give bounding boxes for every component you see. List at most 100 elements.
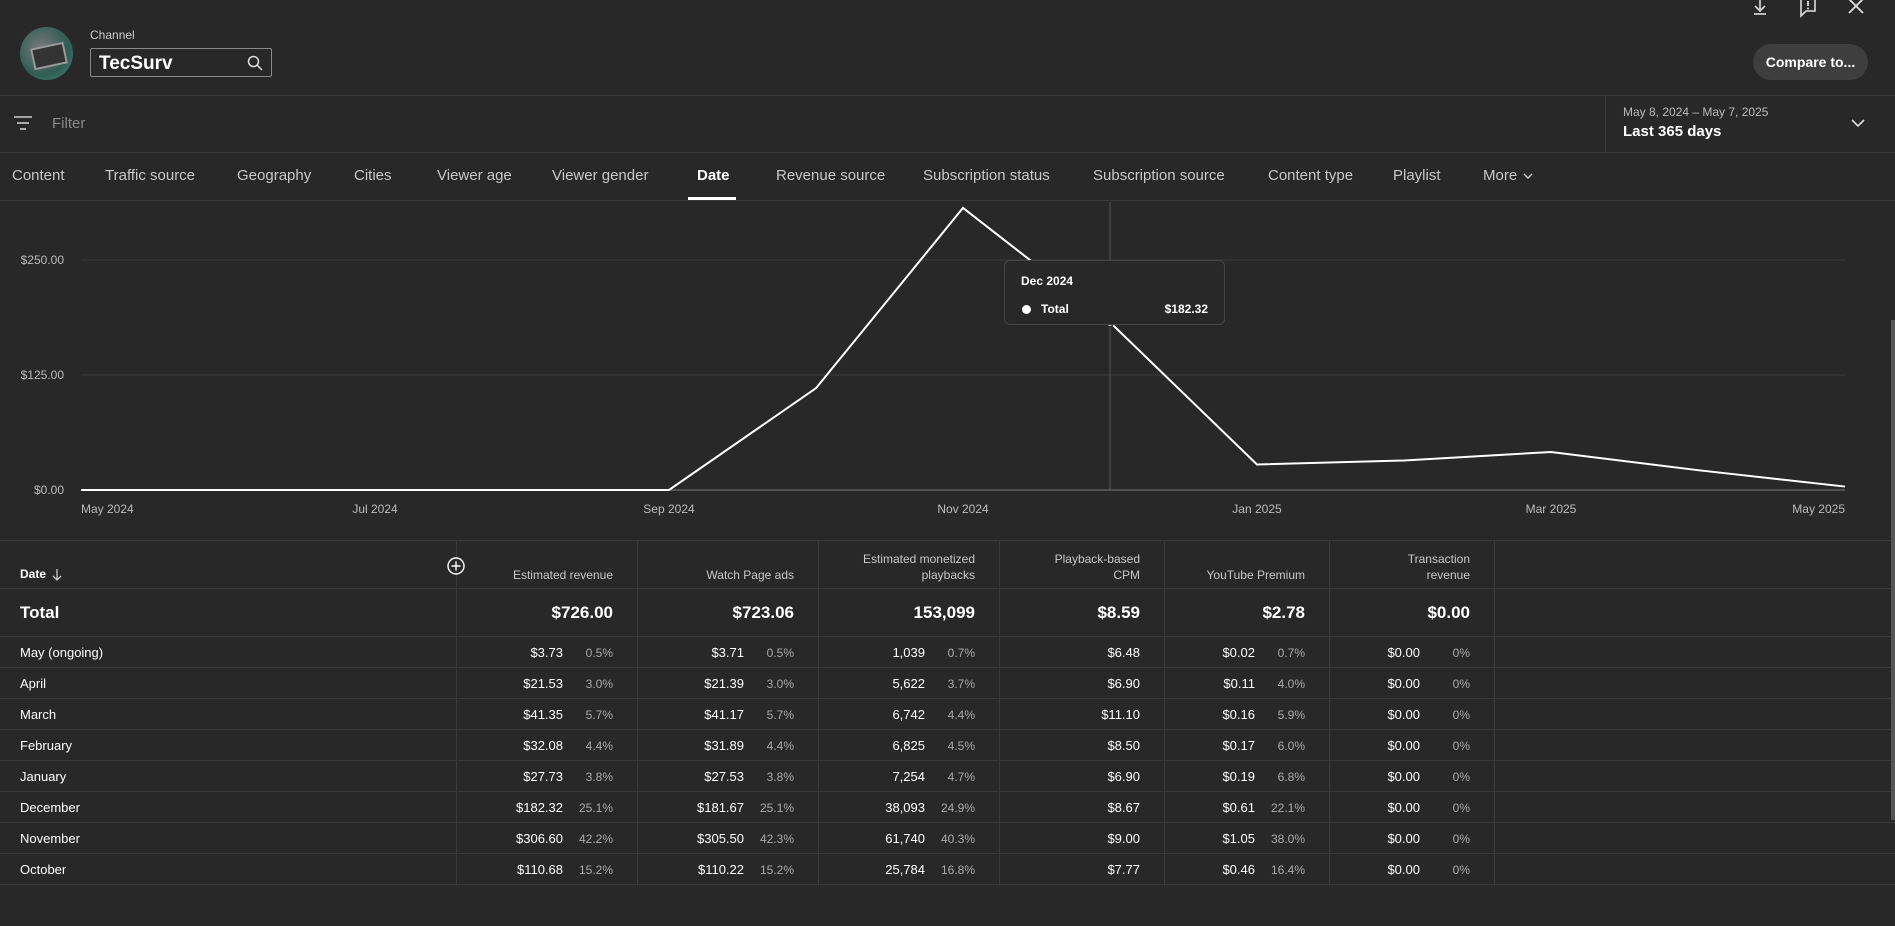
- cell-watch-page-ads: $305.50: [697, 831, 744, 846]
- cell-playback-based-cpm: $6.90: [1107, 676, 1140, 691]
- date-range-dates: May 8, 2024 – May 7, 2025: [1623, 105, 1769, 119]
- table-row[interactable]: April $21.53 3.0% $21.39 3.0% 5,622 3.7% $6.90 $…: [0, 668, 1895, 699]
- cell-percent: 0%: [1452, 646, 1470, 660]
- total-estimated-monetized-playbacks: 153,099: [913, 603, 975, 622]
- total-label: Total: [20, 603, 60, 622]
- cell-playback-based-cpm: $8.50: [1107, 738, 1140, 753]
- tab-content[interactable]: Content: [12, 167, 65, 184]
- cell-transaction-revenue: $0.00: [1387, 707, 1420, 722]
- compare-button[interactable]: Compare to...: [1753, 44, 1868, 80]
- chart-tooltip: Dec 2024 Total $182.32: [1004, 260, 1225, 325]
- total-playback-based-cpm: $8.59: [1097, 603, 1140, 622]
- cell-watch-page-ads: $27.53: [704, 769, 744, 784]
- sort-down-icon[interactable]: [52, 568, 62, 581]
- filter-icon[interactable]: [14, 116, 32, 130]
- search-icon[interactable]: [247, 55, 263, 71]
- column-header-youtube-premium[interactable]: YouTube Premium: [1207, 567, 1306, 583]
- y-tick-label: $125.00: [21, 368, 65, 382]
- cell-estimated-revenue: $32.08: [523, 738, 563, 753]
- series-line-total[interactable]: [81, 206, 1846, 491]
- column-header-transaction-revenue[interactable]: Transaction revenue: [1408, 551, 1470, 583]
- dimension-tabs: Content Traffic source Geography Cities …: [0, 153, 1895, 201]
- chevron-down-icon: [1523, 173, 1533, 180]
- cell-percent: 4.0%: [1277, 677, 1305, 691]
- column-header-playback-based-cpm[interactable]: Playback-based CPM: [1055, 551, 1140, 583]
- cell-percent: 5.7%: [766, 708, 794, 722]
- cell-youtube-premium: $0.16: [1222, 707, 1255, 722]
- tab-traffic-source[interactable]: Traffic source: [105, 167, 196, 184]
- cell-estimated-revenue: $3.73: [530, 645, 563, 660]
- cell-percent: 0.5%: [766, 646, 794, 660]
- table-row[interactable]: March $41.35 5.7% $41.17 5.7% 6,742 4.4% $11.10…: [0, 699, 1895, 730]
- tooltip-series-dot: [1022, 305, 1031, 314]
- download-icon[interactable]: [1750, 0, 1770, 18]
- tab-cities[interactable]: Cities: [354, 167, 392, 184]
- x-tick-label: Nov 2024: [937, 502, 989, 516]
- channel-selector[interactable]: TecSurv: [90, 48, 272, 77]
- x-tick-label: Mar 2025: [1526, 502, 1577, 516]
- column-divider: [456, 541, 457, 886]
- tab-revenue-source[interactable]: Revenue source: [776, 167, 886, 184]
- cell-estimated-monetized-playbacks: 1,039: [892, 645, 925, 660]
- table-row[interactable]: December $182.32 25.1% $181.67 25.1% 38,093 24…: [0, 792, 1895, 823]
- row-date-label: May (ongoing): [20, 645, 104, 660]
- column-header-line: Watch Page ads: [706, 568, 794, 582]
- tab-more[interactable]: More: [1483, 167, 1533, 184]
- chevron-down-icon: [1851, 119, 1865, 128]
- column-header-line: Estimated monetized: [862, 552, 975, 566]
- cell-youtube-premium: $0.11: [1223, 676, 1255, 691]
- filter-input[interactable]: Filter: [52, 115, 86, 132]
- column-header-watch-page-ads[interactable]: Watch Page ads: [706, 567, 794, 583]
- tab-viewer-gender[interactable]: Viewer gender: [552, 167, 649, 184]
- table-row[interactable]: May (ongoing) $3.73 0.5% $3.71 0.5% 1,039 0.7%…: [0, 637, 1895, 668]
- column-divider: [999, 541, 1000, 886]
- cell-transaction-revenue: $0.00: [1387, 769, 1420, 784]
- total-estimated-revenue: $726.00: [551, 603, 613, 622]
- tab-date[interactable]: Date: [697, 167, 730, 184]
- tab-viewer-age[interactable]: Viewer age: [437, 167, 512, 184]
- cell-percent: 15.2%: [578, 863, 613, 877]
- tab-playlist[interactable]: Playlist: [1393, 167, 1441, 184]
- revenue-line-chart[interactable]: $0.00 $125.00 $250.00 May 2024 Jul 2024 Sep 2…: [0, 202, 1895, 540]
- column-divider: [818, 541, 819, 886]
- column-divider: [1494, 541, 1495, 886]
- table-row[interactable]: October $110.68 15.2% $110.22 15.2% 25,784 16.…: [0, 854, 1895, 885]
- cell-estimated-revenue: $41.35: [523, 707, 563, 722]
- column-header-estimated-revenue[interactable]: Estimated revenue: [513, 567, 613, 583]
- cell-youtube-premium: $0.61: [1222, 800, 1255, 815]
- table-row[interactable]: January $27.73 3.8% $27.53 3.8% 7,254 4.7% $6.9…: [0, 761, 1895, 792]
- cell-watch-page-ads: $181.67: [697, 800, 744, 815]
- date-range-selector[interactable]: May 8, 2024 – May 7, 2025 Last 365 days: [1605, 96, 1895, 153]
- cell-watch-page-ads: $3.71: [711, 645, 744, 660]
- close-icon[interactable]: [1846, 0, 1866, 18]
- table-row[interactable]: November $306.60 42.2% $305.50 42.3% 61,740 40…: [0, 823, 1895, 854]
- tab-content-type[interactable]: Content type: [1268, 167, 1354, 184]
- x-tick-label: Jan 2025: [1232, 502, 1282, 516]
- cell-percent: 16.4%: [1270, 863, 1305, 877]
- cell-estimated-revenue: $21.53: [523, 676, 563, 691]
- cell-percent: 42.2%: [578, 832, 613, 846]
- tooltip-value: $182.32: [1164, 302, 1208, 316]
- date-column-header[interactable]: Date: [20, 567, 62, 581]
- tab-subscription-status[interactable]: Subscription status: [923, 167, 1050, 184]
- tab-geography[interactable]: Geography: [237, 167, 312, 184]
- table-row[interactable]: February $32.08 4.4% $31.89 4.4% 6,825 4.5% $8.…: [0, 730, 1895, 761]
- channel-avatar[interactable]: [20, 27, 73, 80]
- cell-youtube-premium: $0.19: [1222, 769, 1255, 784]
- cell-estimated-monetized-playbacks: 7,254: [892, 769, 925, 784]
- add-metric-icon[interactable]: [447, 557, 465, 575]
- data-table: Date Estimated revenue Watch Page ads Esti…: [0, 540, 1895, 886]
- cell-estimated-revenue: $110.68: [516, 862, 563, 877]
- channel-name: TecSurv: [99, 53, 173, 74]
- feedback-icon[interactable]: [1798, 0, 1818, 18]
- cell-percent: 0%: [1452, 677, 1470, 691]
- column-header-line: Playback-based: [1054, 552, 1140, 566]
- header-bar: Channel TecSurv Compare to...: [0, 0, 1895, 96]
- row-date-label: February: [20, 738, 73, 753]
- cell-percent: 4.5%: [947, 739, 975, 753]
- cell-youtube-premium: $0.17: [1222, 738, 1255, 753]
- column-header-estimated-monetized-playbacks[interactable]: Estimated monetized playbacks: [863, 551, 975, 583]
- total-youtube-premium: $2.78: [1262, 603, 1305, 622]
- scrollbar[interactable]: [1891, 320, 1895, 820]
- tab-subscription-source[interactable]: Subscription source: [1093, 167, 1225, 184]
